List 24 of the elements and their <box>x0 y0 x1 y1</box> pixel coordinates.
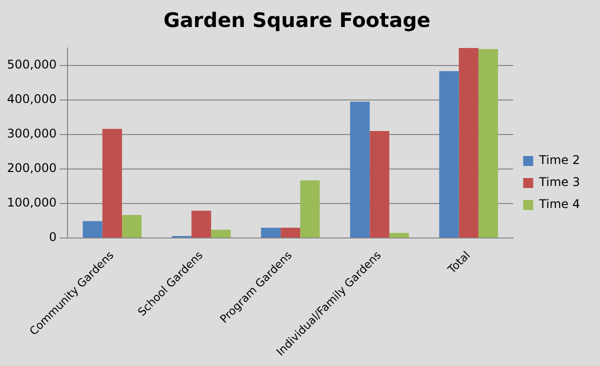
bar <box>102 128 122 238</box>
bar <box>191 210 212 238</box>
y-tick-label: 400,000 <box>7 92 57 106</box>
bar <box>439 71 459 238</box>
chart-title: Garden Square Footage <box>164 8 430 32</box>
y-tick-label: 0 <box>48 230 57 244</box>
y-tick-label: 300,000 <box>7 126 57 141</box>
bar <box>260 228 281 238</box>
bar <box>211 230 231 238</box>
legend-label: Time 3 <box>538 175 580 190</box>
bar <box>82 221 102 238</box>
bar <box>280 228 300 238</box>
legend-label: Time 4 <box>538 197 580 212</box>
bar <box>300 180 320 238</box>
y-tick-label: 500,000 <box>7 57 57 72</box>
bar <box>458 48 478 238</box>
bar <box>478 49 498 238</box>
bar <box>389 232 409 238</box>
bar <box>122 214 142 238</box>
legend-label: Time 2 <box>538 153 580 168</box>
bar <box>370 130 390 238</box>
y-tick-label: 100,000 <box>7 196 57 210</box>
y-tick-label: 200,000 <box>7 161 57 176</box>
bar <box>350 102 370 238</box>
